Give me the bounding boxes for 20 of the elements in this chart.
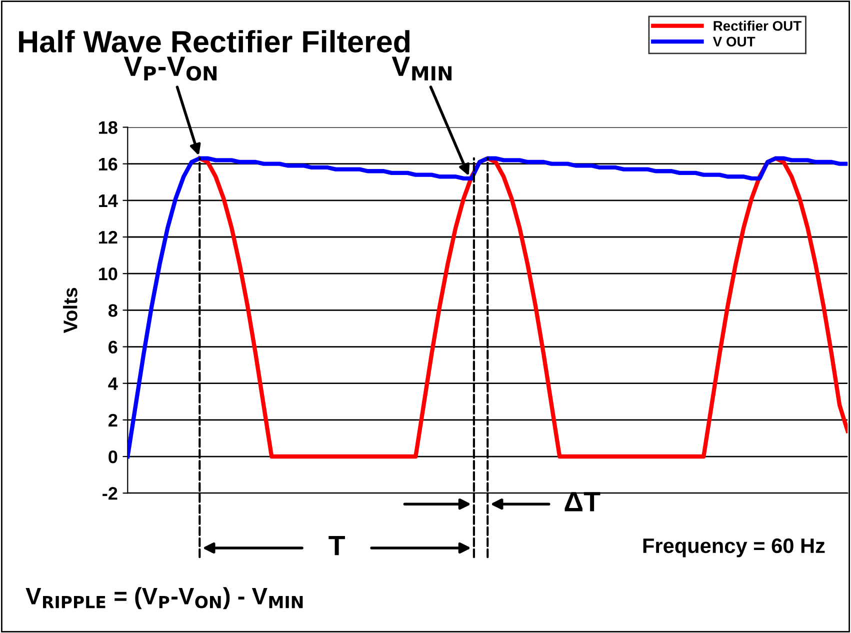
y-tick-label: 12 [98,230,118,244]
y-tick-label: -2 [102,487,118,500]
y-tick-label: 16 [98,158,118,171]
y-tick-label: 18 [98,121,118,134]
text: V$_{P}$-V$_{ON}$ [124,56,217,81]
y-tick-label: 6 [108,340,118,354]
y-tick-label: 14 [98,194,118,207]
text: V$_{RIPPLE}$ = (V$_{P}$-V$_{ON}$) - V$_{MIN}$ [26,587,303,610]
text: V$_{MIN}$ [392,56,452,80]
text: T [328,536,345,556]
y-tick-label: 8 [108,304,118,317]
y-tick-label: 2 [108,414,118,426]
legend-label: V OUT [712,36,756,47]
text: Frequency = 60 Hz [643,538,825,558]
y-tick-label: 10 [98,268,118,280]
y-tick-label: 4 [108,377,118,390]
legend-label: Rectifier OUT [714,20,802,31]
chart-title: Half Wave Rectifier Filtered [19,30,410,53]
y-tick-label: 0 [108,450,118,464]
y-axis-title: Volts [63,288,78,334]
